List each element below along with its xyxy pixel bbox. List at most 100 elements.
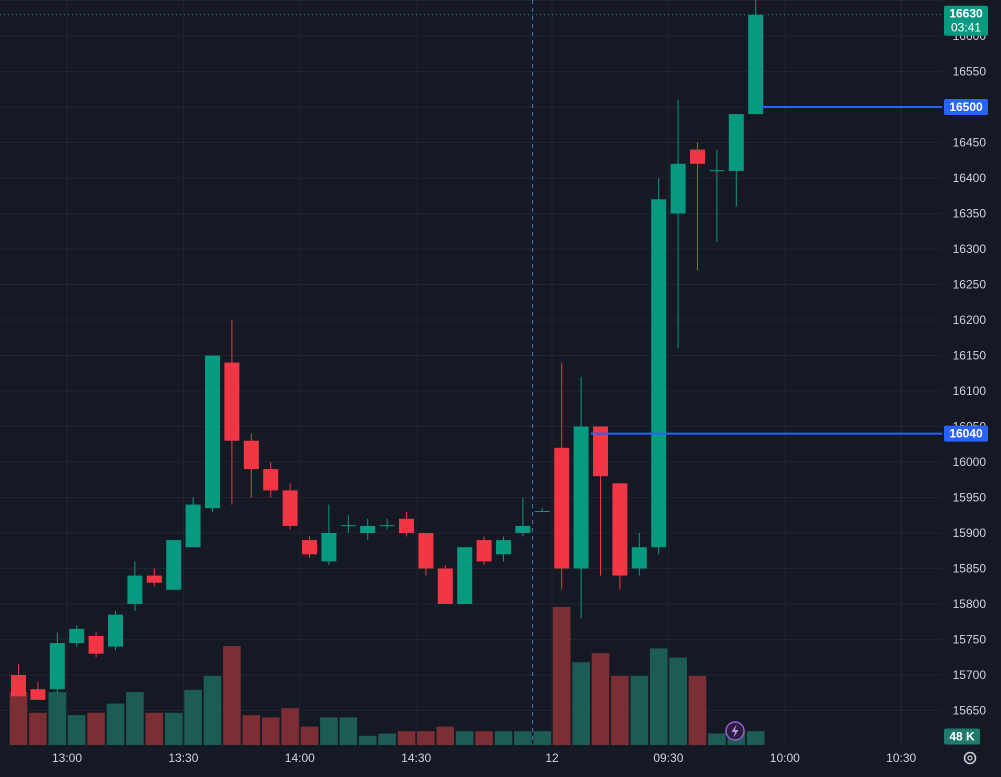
- price-lines: [0, 14, 942, 435]
- candle-body: [30, 689, 46, 700]
- volume-bar: [106, 703, 125, 745]
- candle-body: [418, 533, 434, 569]
- candle-body: [631, 547, 647, 569]
- candle-body: [166, 540, 182, 590]
- volume-bar: [87, 712, 105, 745]
- time-tick-label: 09:30: [653, 751, 683, 765]
- current-price-badge: [944, 5, 988, 36]
- candle-body: [593, 426, 608, 477]
- candle-body: [728, 114, 744, 171]
- candle-body: [709, 170, 725, 172]
- price-tick-label: 15850: [953, 562, 987, 576]
- candle-body: [302, 540, 317, 555]
- price-line-badge-label: 16040: [949, 427, 983, 441]
- candle-body: [282, 490, 298, 526]
- candle-body: [340, 525, 356, 527]
- volume-badge: [944, 728, 980, 745]
- time-axis-labels: 13:00 13:30 14:00 14:30 12 09:30 10:00 10:30: [52, 751, 917, 765]
- price-tick-label: 15900: [953, 526, 987, 540]
- price-tick-label: 15950: [953, 491, 987, 505]
- candle-body: [670, 163, 686, 214]
- time-tick-label: 10:30: [886, 751, 916, 765]
- candle-body: [457, 547, 473, 604]
- candle-body: [108, 614, 123, 647]
- candle-body: [612, 483, 628, 576]
- price-tick-label: 16250: [953, 278, 987, 292]
- time-tick-label: 10:00: [770, 751, 800, 765]
- volume-bar: [494, 731, 513, 745]
- price-tick-label: 16150: [953, 349, 987, 363]
- volume-bars: [9, 607, 765, 745]
- candle-body: [496, 540, 511, 555]
- volume-badge-label: 48 K: [949, 730, 975, 744]
- candle-body: [224, 362, 240, 441]
- volume-bar: [552, 607, 571, 745]
- price-tick-label: 16100: [953, 384, 987, 398]
- volume-bar: [475, 731, 493, 745]
- price-tick-label: 15700: [953, 668, 987, 682]
- candle-body: [554, 447, 570, 569]
- time-axis[interactable]: [0, 745, 1001, 772]
- price-tick-label: 15750: [953, 633, 987, 647]
- candle-body: [88, 635, 104, 654]
- volume-bar: [164, 712, 183, 745]
- countdown-label: 03:41: [951, 21, 981, 35]
- volume-bar: [708, 733, 726, 745]
- current-price-label: 16630: [949, 7, 983, 21]
- volume-bar: [455, 731, 474, 745]
- candle-body: [437, 568, 453, 604]
- candle-body: [399, 518, 414, 533]
- volume-bar: [611, 676, 629, 745]
- candle-body: [360, 525, 376, 533]
- candle-body: [185, 504, 201, 548]
- candle-body: [205, 355, 220, 509]
- time-tick-label: 13:30: [168, 751, 198, 765]
- candle-body: [127, 575, 143, 604]
- volume-bar: [184, 689, 202, 745]
- volume-bar: [436, 726, 455, 745]
- candle-body: [379, 525, 395, 527]
- volume-bar: [572, 662, 590, 745]
- candle-body: [11, 675, 26, 697]
- volume-bar: [649, 648, 668, 745]
- price-tick-label: 16550: [953, 65, 987, 79]
- price-tick-label: 16000: [953, 455, 987, 469]
- volume-bar: [514, 731, 532, 745]
- price-tick-label: 16400: [953, 171, 987, 185]
- volume-bar: [378, 733, 396, 745]
- candle-body: [146, 575, 162, 583]
- price-axis-labels: 15650 15700 15750 15800 15850 15900 15950 16000…: [953, 29, 987, 718]
- price-line-badge: [944, 425, 988, 442]
- price-tick-label: 16450: [953, 136, 987, 150]
- candles: [11, 0, 764, 700]
- volume-bar: [261, 717, 280, 745]
- candle-body: [515, 525, 531, 533]
- price-axis[interactable]: [942, 0, 1001, 745]
- volume-bar: [591, 653, 610, 745]
- volume-bar: [688, 676, 707, 745]
- lightning-icon[interactable]: [725, 721, 745, 741]
- volume-bar: [320, 717, 338, 745]
- candle-body: [573, 426, 589, 569]
- volume-bar: [533, 731, 552, 745]
- volume-bar: [746, 731, 765, 745]
- settings-icon[interactable]: [963, 751, 977, 765]
- price-tick-label: 15800: [953, 597, 987, 611]
- volume-bar: [67, 715, 86, 745]
- volume-bar: [417, 731, 435, 745]
- time-tick-label: 12: [545, 751, 559, 765]
- price-tick-label: 16300: [953, 242, 987, 256]
- candle-body: [476, 540, 492, 562]
- price-line-badge: [944, 99, 988, 115]
- candle-body: [49, 643, 65, 690]
- volume-bar: [397, 731, 416, 745]
- volume-bar: [669, 657, 687, 745]
- time-tick-label: 14:00: [285, 751, 315, 765]
- price-line-badge-label: 16500: [949, 100, 983, 114]
- volume-bar: [339, 717, 358, 745]
- candle-body: [690, 149, 705, 164]
- candle-body: [263, 469, 279, 491]
